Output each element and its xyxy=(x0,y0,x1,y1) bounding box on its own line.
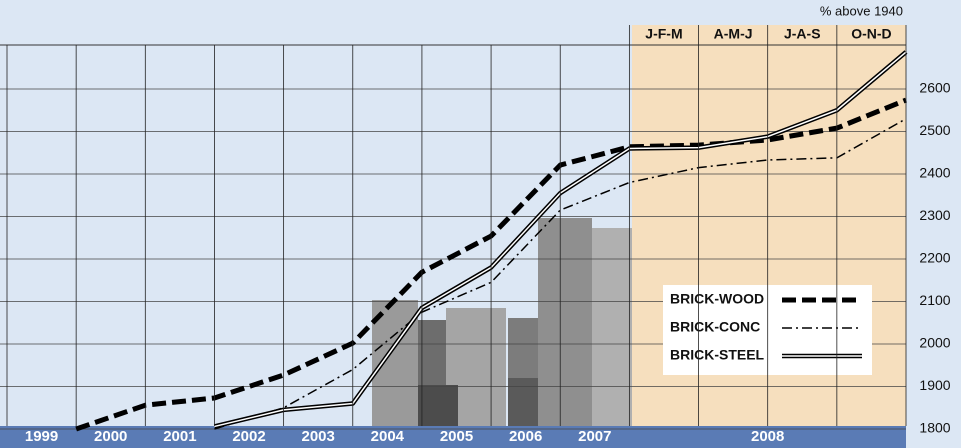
quarter-label: O-N-D xyxy=(851,26,891,42)
x-tick-label: 2006 xyxy=(509,428,542,445)
unit-label: % above 1940 xyxy=(820,3,903,18)
x-tick-label: 2001 xyxy=(163,428,196,445)
y-tick-label: 2500 xyxy=(919,122,950,138)
legend-label: BRICK-STEEL xyxy=(670,347,765,363)
page: {"chart_data": {"type": "line", "unit_la… xyxy=(0,0,961,448)
y-tick-label: 2600 xyxy=(919,80,950,96)
y-tick-label: 2400 xyxy=(919,165,950,181)
x-tick-label: 2005 xyxy=(440,428,473,445)
y-tick-label: 1800 xyxy=(919,420,950,436)
group-label: 2008 xyxy=(751,428,784,445)
y-tick-label: 1900 xyxy=(919,377,950,393)
x-tick-label: 2003 xyxy=(302,428,335,445)
legend-label: BRICK-WOOD xyxy=(670,291,764,307)
y-tick-label: 2200 xyxy=(919,250,950,266)
y-tick-label: 2100 xyxy=(919,292,950,308)
chart: % above 1940 BRICK-WOOD BRICK-CONC BRICK-S… xyxy=(0,0,961,448)
x-tick-label: 2004 xyxy=(371,428,405,445)
x-tick-label: 2002 xyxy=(232,428,265,445)
x-tick-label: 2007 xyxy=(578,428,611,445)
legend-label: BRICK-CONC xyxy=(670,319,760,335)
quarter-label: J-A-S xyxy=(784,26,821,42)
quarter-label: J-F-M xyxy=(645,26,682,42)
quarter-label: A-M-J xyxy=(714,26,753,42)
y-tick-label: 2300 xyxy=(919,207,950,223)
x-tick-label: 1999 xyxy=(25,428,58,445)
x-tick-label: 2000 xyxy=(94,428,127,445)
y-tick-label: 2000 xyxy=(919,335,950,351)
